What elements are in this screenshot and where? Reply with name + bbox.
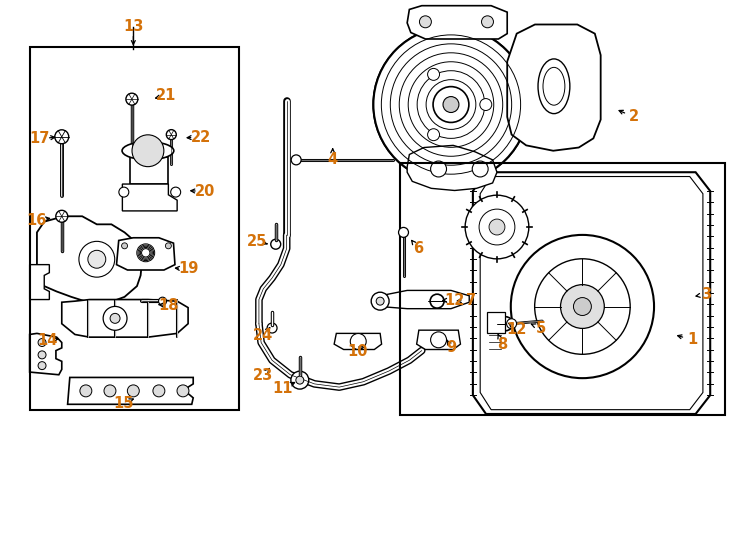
Text: 7: 7 [465,293,476,308]
Circle shape [110,313,120,323]
Circle shape [573,298,592,315]
Text: 24: 24 [252,327,273,342]
Circle shape [167,130,176,140]
Circle shape [296,376,304,384]
Polygon shape [507,24,600,151]
Text: 15: 15 [114,396,134,411]
Text: 8: 8 [497,336,507,352]
Text: 21: 21 [156,88,176,103]
Polygon shape [334,333,382,349]
Text: 10: 10 [347,344,368,359]
Circle shape [561,285,604,328]
Circle shape [291,155,301,165]
Circle shape [126,93,138,105]
Circle shape [511,235,654,378]
Circle shape [480,99,492,111]
Polygon shape [29,333,62,375]
Polygon shape [68,377,193,404]
Text: 22: 22 [190,130,211,145]
Text: 13: 13 [123,19,144,34]
Circle shape [443,97,459,112]
Text: 20: 20 [195,184,215,199]
Text: 19: 19 [178,261,198,276]
Circle shape [153,385,165,397]
Circle shape [128,385,139,397]
Text: 25: 25 [247,234,268,249]
Polygon shape [29,265,49,300]
Ellipse shape [538,59,570,113]
Circle shape [38,362,46,369]
Text: 17: 17 [29,131,50,146]
Bar [29,47,239,410]
Circle shape [291,371,309,389]
Circle shape [465,195,528,259]
Polygon shape [417,330,460,349]
Text: 4: 4 [327,152,338,167]
Circle shape [472,161,488,177]
Circle shape [534,259,631,354]
Circle shape [482,16,493,28]
Polygon shape [407,6,507,39]
Bar [400,163,724,415]
Circle shape [177,385,189,397]
Circle shape [489,219,505,235]
Circle shape [165,243,171,249]
Circle shape [267,323,277,333]
Text: 3: 3 [702,287,712,302]
Circle shape [79,241,115,277]
Text: 16: 16 [26,213,47,227]
Ellipse shape [122,142,174,160]
Bar [487,312,506,333]
Circle shape [119,187,128,197]
Circle shape [374,27,528,182]
Circle shape [56,210,68,222]
Circle shape [350,334,366,349]
Text: 23: 23 [252,368,273,383]
Polygon shape [130,157,168,184]
Text: 5: 5 [536,321,546,335]
Text: 6: 6 [413,241,424,256]
Circle shape [159,297,167,305]
Text: 12: 12 [445,293,465,308]
Circle shape [374,27,528,182]
Polygon shape [62,300,188,337]
Circle shape [55,130,69,144]
Text: 2: 2 [628,110,639,124]
Circle shape [137,244,155,262]
Circle shape [103,306,127,330]
Circle shape [122,243,128,249]
Circle shape [419,16,432,28]
Circle shape [88,251,106,268]
Text: 12: 12 [506,322,527,336]
Text: 1: 1 [687,332,697,347]
Circle shape [104,385,116,397]
Ellipse shape [543,68,565,105]
Circle shape [38,339,46,347]
Text: 11: 11 [273,381,294,396]
Circle shape [171,187,181,197]
Circle shape [399,227,409,238]
Circle shape [38,351,46,359]
Circle shape [428,69,440,80]
Text: 14: 14 [37,333,57,348]
Circle shape [479,209,515,245]
Text: 9: 9 [447,340,457,355]
Polygon shape [407,145,497,191]
Circle shape [376,297,384,305]
Circle shape [433,86,469,123]
Polygon shape [380,291,469,309]
Circle shape [431,332,446,348]
Circle shape [431,161,446,177]
Polygon shape [37,217,142,302]
Circle shape [506,319,517,329]
Circle shape [132,135,164,167]
Text: 18: 18 [158,298,178,313]
Circle shape [428,129,440,140]
Circle shape [371,292,389,310]
Polygon shape [123,184,177,211]
Circle shape [80,385,92,397]
Polygon shape [117,238,175,270]
Circle shape [271,239,280,249]
